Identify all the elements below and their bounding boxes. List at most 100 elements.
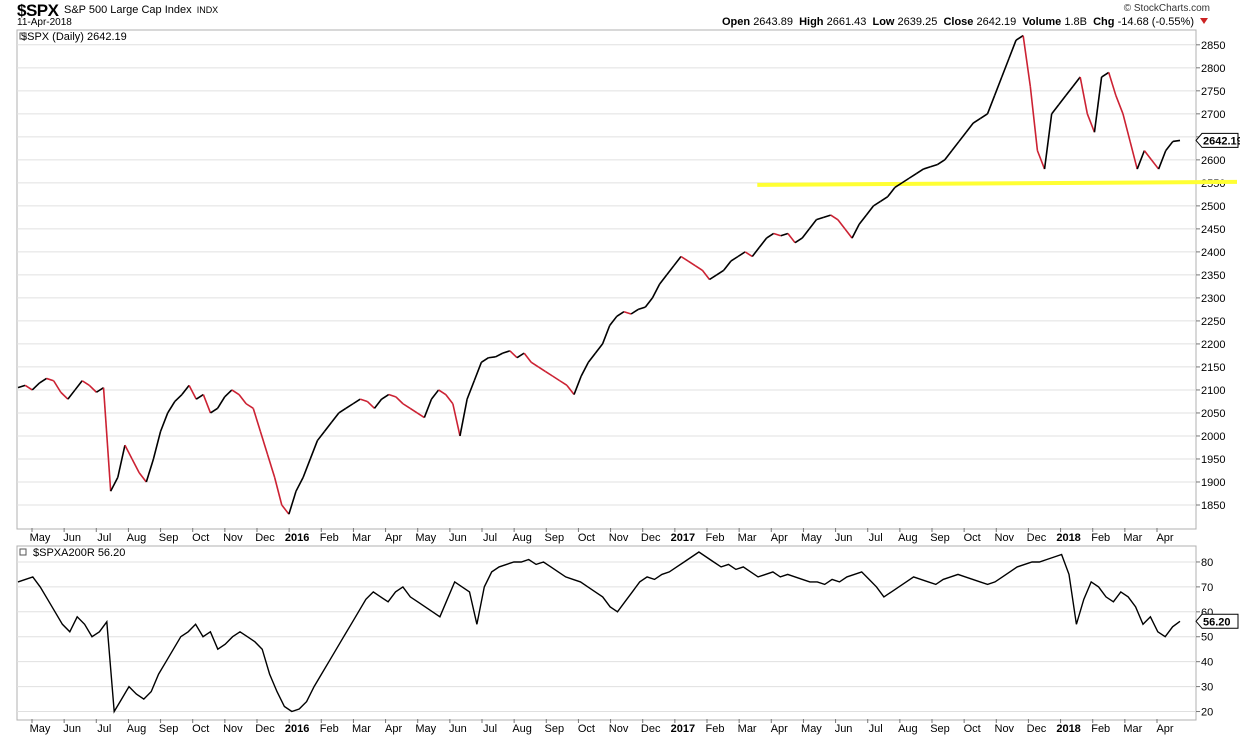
stockcharts-logo[interactable]: © StockCharts.com (1123, 3, 1210, 14)
indicator-line (17, 551, 1181, 714)
price-segment (323, 421, 333, 432)
price-segment (601, 325, 611, 345)
x-tick-label: Mar (352, 532, 371, 544)
down-arrow-icon (1200, 18, 1208, 24)
x-tick-label: Aug (512, 532, 532, 544)
low-value: 2639.25 (897, 16, 938, 28)
low-label: Low (872, 16, 895, 28)
price-segment (159, 412, 169, 432)
chg-label: Chg (1093, 16, 1115, 28)
price-segment (1036, 150, 1046, 170)
price-segment (808, 219, 818, 230)
price-segment (1058, 94, 1067, 106)
price-segment (395, 396, 404, 405)
support-line (757, 179, 1238, 187)
price-segment (623, 310, 632, 315)
x-tick-label: Mar (352, 723, 371, 735)
price-segment (181, 384, 190, 396)
price-segment (495, 352, 504, 358)
last-value-label: 56.20 (1203, 616, 1231, 628)
close-label: Close (943, 16, 974, 28)
price-segment (138, 472, 147, 483)
x-tick-label: 2016 (285, 723, 309, 735)
x-tick-label: Sep (159, 723, 179, 735)
volume-label: Volume (1022, 16, 1062, 28)
indicator-last-value-tag: 56.20 (1195, 613, 1239, 629)
chg-value: -14.68 (-0.55%) (1117, 16, 1194, 28)
indicator-panel-frame (16, 545, 1197, 721)
price-segment (773, 232, 782, 237)
price-segment (438, 389, 447, 396)
price-segment (858, 214, 867, 225)
price-segment (787, 232, 796, 244)
price-segment (794, 237, 803, 244)
price-segment (1115, 95, 1124, 115)
x-tick-label: Feb (706, 532, 725, 544)
price-segment (316, 430, 326, 442)
price-segment (117, 444, 126, 478)
price-segment (1029, 86, 1039, 151)
price-segment (559, 380, 568, 387)
price-segment (766, 232, 775, 239)
price-segment (210, 407, 219, 414)
x-tick-label: 2018 (1056, 723, 1080, 735)
price-segment (1172, 139, 1181, 143)
x-tick-label: Jun (835, 723, 853, 735)
price-segment (823, 214, 831, 219)
y-tick-label: 2400 (1201, 247, 1225, 259)
price-segment (445, 394, 454, 405)
x-tick-label: Nov (223, 723, 243, 735)
price-segment (865, 205, 875, 216)
x-tick-label: 2016 (285, 532, 309, 544)
symbol-description: S&P 500 Large Cap Index INDX (64, 4, 218, 16)
y-tick-label: 30 (1201, 682, 1213, 694)
price-segment (224, 389, 233, 398)
price-segment (31, 382, 40, 391)
price-segment (423, 398, 433, 418)
price-segment (630, 308, 639, 315)
high-value: 2661.43 (826, 16, 867, 28)
price-segment (730, 255, 739, 262)
price-segment (131, 458, 140, 474)
price-segment (195, 393, 204, 400)
price-segment (580, 361, 590, 377)
open-label: Open (722, 16, 751, 28)
price-segment (901, 177, 910, 184)
y-tick-label: 2350 (1201, 270, 1225, 282)
price-segment (295, 477, 304, 492)
x-tick-label: Jul (869, 723, 883, 735)
price-segment (780, 232, 789, 237)
x-tick-label: Mar (738, 723, 757, 735)
price-segment (409, 407, 418, 414)
x-tick-label: Jul (97, 723, 111, 735)
price-segment (930, 163, 938, 168)
y-tick-label: 40 (1201, 657, 1213, 669)
x-tick-label: Apr (385, 532, 402, 544)
price-segment (52, 380, 62, 393)
price-segment (388, 393, 397, 398)
y-tick-label: 2450 (1201, 224, 1225, 236)
x-tick-label: Oct (964, 532, 981, 544)
x-tick-label: Oct (192, 532, 209, 544)
price-segment (281, 504, 290, 515)
price-segment (366, 400, 375, 409)
x-tick-label: Nov (609, 723, 629, 735)
y-tick-label: 2500 (1201, 201, 1225, 213)
y-tick-label: 2250 (1201, 316, 1225, 328)
price-segment (109, 477, 119, 492)
y-tick-label: 1900 (1201, 477, 1225, 489)
price-segment (331, 412, 340, 423)
x-tick-label: May (30, 723, 51, 735)
x-tick-label: Feb (320, 723, 339, 735)
x-tick-label: May (30, 532, 51, 544)
price-segment (594, 343, 604, 354)
price-segment (651, 283, 661, 299)
price-segment (473, 362, 483, 382)
price-segment (816, 216, 824, 221)
y-tick-label: 2300 (1201, 293, 1225, 305)
x-tick-label: Jun (63, 532, 81, 544)
price-legend-icon (19, 32, 27, 40)
price-segment (1079, 76, 1089, 114)
